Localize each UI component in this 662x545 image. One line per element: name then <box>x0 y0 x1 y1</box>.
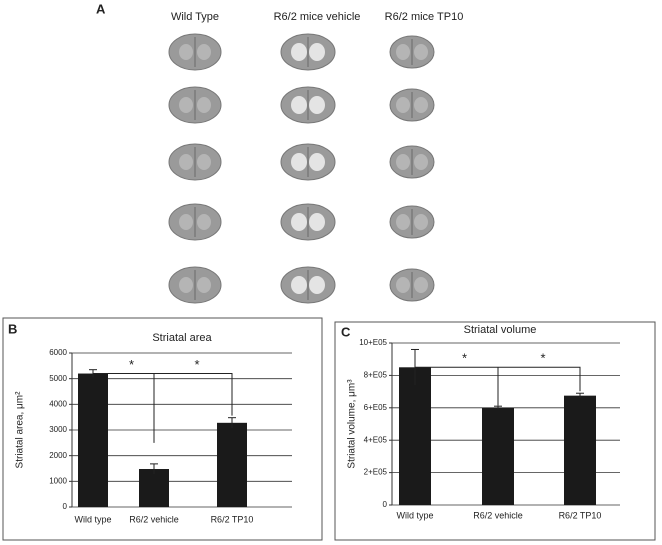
striatum <box>197 214 211 230</box>
x-tick-label: R6/2 TP10 <box>211 514 254 524</box>
y-tick-label: 0 <box>383 500 388 509</box>
panel-frame <box>2 317 323 541</box>
brain-sections <box>168 33 435 304</box>
y-tick-label: 4000 <box>49 399 67 408</box>
x-tick-label: R6/2 TP10 <box>559 510 602 520</box>
column-header: R6/2 mice vehicle <box>274 11 361 23</box>
striatum <box>291 43 307 61</box>
striatum <box>179 97 193 113</box>
striatum <box>179 44 193 60</box>
bar <box>482 407 514 505</box>
significance-star: * <box>540 351 545 366</box>
y-tick-label: 3000 <box>49 425 67 434</box>
striatum <box>414 97 428 113</box>
striatum <box>179 214 193 230</box>
panel-label: B <box>8 321 17 336</box>
x-tick-label: R6/2 vehicle <box>129 514 179 524</box>
striatum <box>197 97 211 113</box>
x-tick-label: Wild type <box>74 514 111 524</box>
y-tick-label: 5000 <box>49 374 67 383</box>
bar <box>399 367 431 505</box>
striatum <box>309 43 325 61</box>
striatum <box>197 44 211 60</box>
striatum <box>414 277 428 293</box>
striatum <box>396 277 410 293</box>
y-tick-label: 0 <box>63 502 68 511</box>
column-header: Wild Type <box>171 11 219 23</box>
significance-star: * <box>462 351 467 366</box>
striatum <box>396 97 410 113</box>
striatum <box>309 276 325 294</box>
significance-star: * <box>129 357 134 372</box>
striatum <box>291 96 307 114</box>
x-tick-label: R6/2 vehicle <box>473 510 523 520</box>
y-tick-label: 6000 <box>49 348 67 357</box>
striatum <box>291 213 307 231</box>
chart-title: Striatal volume <box>464 324 537 336</box>
significance-bracket <box>415 366 581 392</box>
bar <box>78 373 108 507</box>
striatum <box>197 277 211 293</box>
striatum <box>414 214 428 230</box>
y-tick-label: 10+E05 <box>359 338 387 347</box>
significance-star: * <box>194 357 199 372</box>
x-tick-label: Wild type <box>396 510 433 520</box>
y-tick-label: 2000 <box>49 451 67 460</box>
y-tick-label: 4+E05 <box>364 435 388 444</box>
bar <box>139 469 169 507</box>
significance-bracket <box>93 373 233 416</box>
striatum <box>179 277 193 293</box>
y-axis-label: Striatal volume, μm³ <box>347 379 358 469</box>
y-tick-label: 2+E05 <box>364 468 388 477</box>
y-tick-label: 1000 <box>49 476 67 485</box>
striatum <box>309 153 325 171</box>
striatum <box>414 44 428 60</box>
striatum <box>179 154 193 170</box>
chart-title: Striatal area <box>152 332 212 344</box>
panel-label: C <box>341 324 351 339</box>
striatum <box>396 214 410 230</box>
striatum <box>197 154 211 170</box>
panel-label: A <box>96 1 106 16</box>
panel-frame <box>334 321 656 541</box>
striatum <box>291 153 307 171</box>
bar <box>564 395 596 505</box>
striatum <box>396 154 410 170</box>
striatum <box>414 154 428 170</box>
striatum <box>396 44 410 60</box>
striatum <box>291 276 307 294</box>
column-header: R6/2 mice TP10 <box>385 11 464 23</box>
bar <box>217 422 247 507</box>
y-axis-label: Striatal area, μm² <box>15 391 26 469</box>
striatum <box>309 96 325 114</box>
striatum <box>309 213 325 231</box>
y-tick-label: 8+E05 <box>364 371 388 380</box>
y-tick-label: 6+E05 <box>364 403 388 412</box>
